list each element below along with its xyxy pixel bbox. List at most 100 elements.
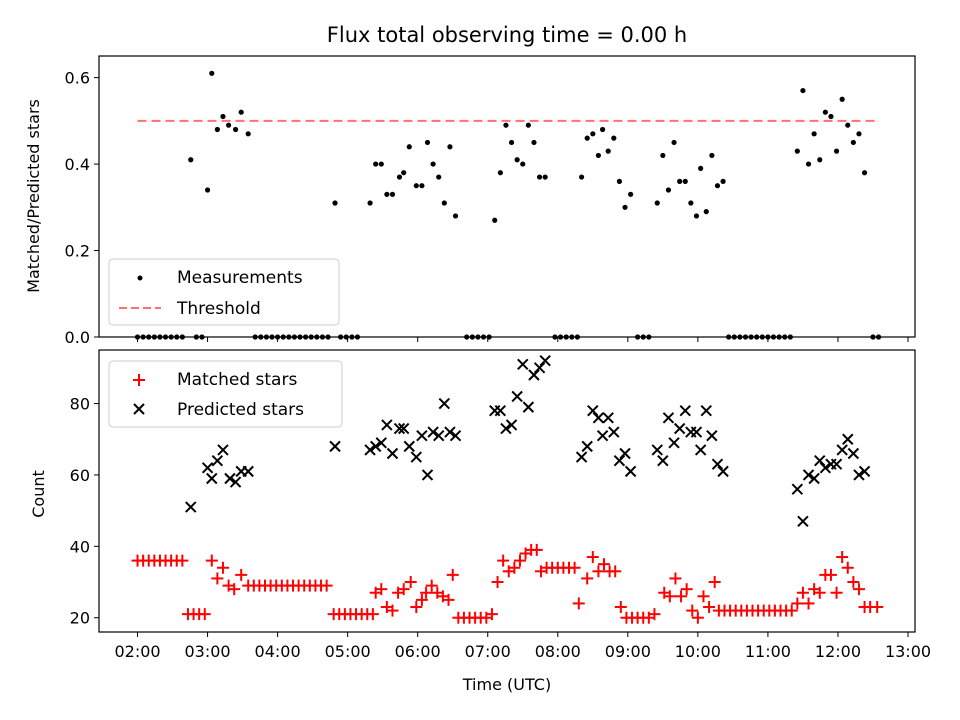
- measurement-point: [520, 161, 526, 167]
- predicted-star-point: [619, 447, 631, 460]
- measurement-point: [209, 70, 215, 76]
- predicted-star-point: [528, 369, 540, 381]
- matched-star-point: [235, 568, 248, 581]
- measurement-point: [600, 126, 606, 133]
- predicted-star-point: [717, 465, 729, 478]
- bottom-y-tick-label: 20: [70, 609, 90, 628]
- measurement-point: [693, 213, 700, 219]
- top-y-tick-label: 0.4: [65, 155, 90, 174]
- measurement-point: [389, 191, 396, 197]
- measurement-point: [590, 131, 596, 137]
- measurement-point: [384, 191, 390, 197]
- measurement-point: [396, 174, 403, 180]
- measurement-point: [845, 122, 851, 128]
- x-tick-label: 13:00: [885, 642, 931, 661]
- matched-star-point: [847, 576, 860, 589]
- predicted-star-point: [369, 440, 382, 453]
- x-tick-label: 02:00: [114, 642, 160, 661]
- predicted-star-point: [416, 429, 428, 442]
- predicted-star-point: [375, 437, 387, 449]
- bottom-y-tick-label: 60: [70, 466, 90, 485]
- bottom-y-tick-label: 40: [70, 537, 90, 556]
- measurement-point: [220, 113, 226, 120]
- matched-star-point: [802, 597, 815, 610]
- measurement-point: [822, 109, 828, 115]
- matched-star-point: [830, 586, 843, 599]
- predicted-star-point: [517, 358, 529, 370]
- matched-star-point: [697, 590, 710, 603]
- predicted-star-point: [386, 447, 399, 460]
- predicted-star-point: [819, 462, 832, 474]
- predicted-star-point: [575, 451, 588, 463]
- matched-star-point: [420, 586, 433, 599]
- matched-star-point: [586, 551, 599, 564]
- matched-star-point: [410, 601, 423, 614]
- measurement-point: [232, 126, 239, 133]
- matched-star-point: [785, 604, 798, 617]
- bottom-plot-area: 02:00 03:00 04:00 05:00 06:00 07:00 08:00 09:00…: [70, 355, 931, 661]
- matched-star-point: [796, 586, 809, 599]
- measurement-point: [245, 131, 251, 137]
- measurement-point: [447, 144, 453, 150]
- predicted-star-point: [791, 483, 804, 495]
- matched-star-point: [404, 576, 417, 589]
- measurement-point: [833, 148, 840, 154]
- matched-star-point: [530, 543, 543, 556]
- x-tick-label: 11:00: [745, 642, 791, 661]
- predicted-star-point: [242, 465, 254, 478]
- measurement-point: [525, 122, 531, 128]
- matched-star-point: [446, 568, 459, 581]
- measurement-point: [671, 139, 677, 146]
- measurement-point: [531, 139, 537, 146]
- predicted-star-point: [438, 397, 451, 410]
- matched-star-point: [708, 576, 721, 589]
- predicted-star-point: [224, 472, 236, 485]
- predicted-star-point: [830, 458, 843, 470]
- measurement-point: [430, 161, 436, 167]
- measurement-point: [611, 135, 617, 141]
- measurement-point: [622, 204, 628, 210]
- matched-star-point: [375, 583, 388, 596]
- measurement-point: [703, 209, 709, 215]
- measurement-point: [861, 170, 868, 176]
- measurement-point: [677, 178, 683, 184]
- measurement-point: [378, 161, 384, 167]
- predicted-star-point: [673, 422, 686, 435]
- measurement-point: [805, 161, 812, 167]
- matched-star-point: [609, 565, 622, 578]
- predicted-star-point: [668, 437, 680, 449]
- bottom-y-axis-label: Count: [29, 470, 48, 518]
- matched-star-point: [572, 597, 585, 610]
- matched-star-point: [442, 593, 455, 606]
- predicted-star-point: [522, 401, 535, 413]
- measurement-point: [492, 217, 498, 223]
- top-chart-title: Flux total observing time = 0.00 h: [327, 23, 687, 47]
- matched-star-point: [485, 608, 498, 621]
- measurement-point: [441, 200, 447, 206]
- measurement-point: [204, 187, 211, 193]
- matched-star-point: [397, 583, 410, 596]
- matched-star-point: [675, 590, 688, 603]
- predicted-star-point: [433, 429, 445, 442]
- predicted-star-point: [679, 404, 691, 417]
- matched-star-point: [205, 554, 218, 567]
- predicted-star-point: [592, 412, 605, 424]
- measurement-point: [225, 122, 232, 128]
- measurement-point: [508, 139, 515, 146]
- measurement-point: [536, 174, 543, 180]
- legend-label-threshold: Threshold: [176, 299, 261, 319]
- measurement-point: [850, 139, 856, 146]
- predicted-star-point: [587, 404, 599, 417]
- matched-star-point: [813, 586, 826, 599]
- measurement-point: [497, 170, 503, 176]
- legend-marker-predicted-stars: [133, 403, 145, 415]
- predicted-star-point: [206, 472, 218, 485]
- measurement-point: [817, 157, 823, 163]
- predicted-star-point: [581, 440, 593, 453]
- predicted-star-point: [381, 419, 393, 431]
- matched-star-point: [198, 608, 211, 621]
- legend-label-matched-stars: Matched stars: [177, 370, 297, 390]
- predicted-star-point: [511, 390, 523, 403]
- measurement-point: [665, 187, 672, 193]
